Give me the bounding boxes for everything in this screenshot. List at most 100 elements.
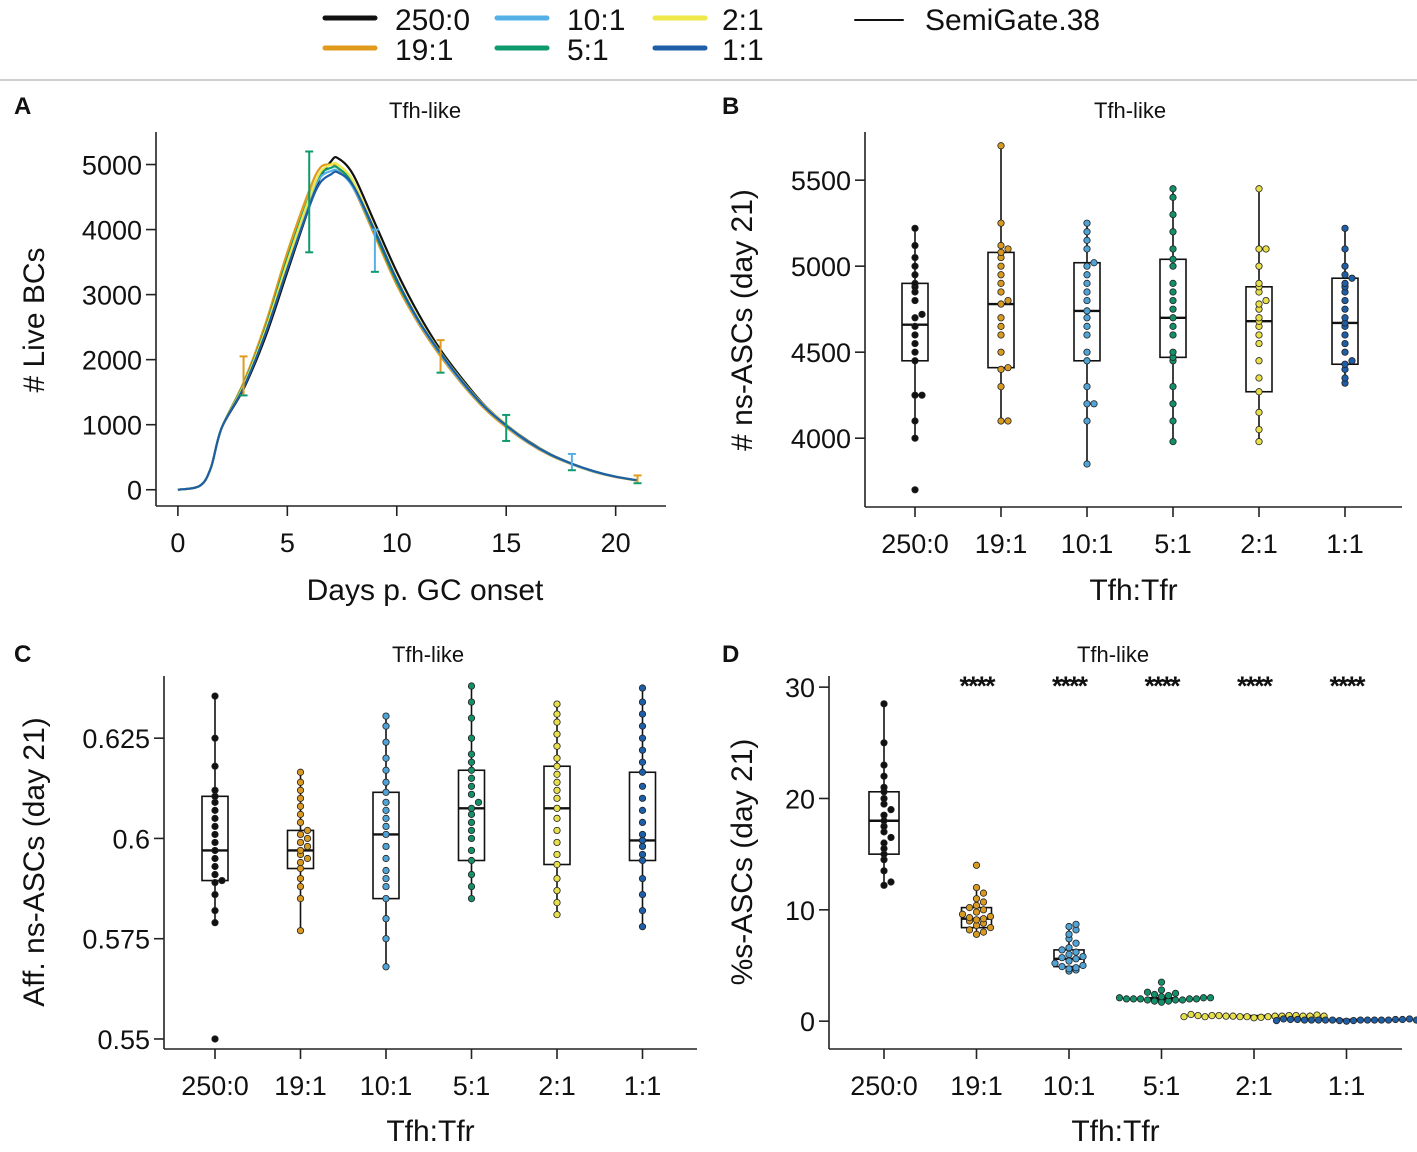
x-tick-label: 19:1: [274, 1071, 327, 1101]
data-point: [1083, 417, 1091, 425]
x-tick-label: 10: [382, 528, 412, 558]
data-point: [553, 754, 561, 762]
y-tick-label: 2000: [82, 346, 142, 376]
data-point: [972, 930, 981, 938]
data-point: [1255, 245, 1263, 253]
panel-label-c: C: [14, 641, 31, 668]
data-point: [1180, 1013, 1188, 1021]
data-point: [1083, 262, 1091, 270]
data-point: [467, 734, 476, 742]
data-point: [997, 365, 1005, 373]
data-point: [1122, 995, 1131, 1003]
data-point: [1169, 314, 1177, 322]
data-point: [1169, 262, 1177, 270]
data-point: [1341, 314, 1349, 322]
data-point: [979, 898, 988, 906]
data-point: [638, 710, 647, 718]
data-point: [1090, 259, 1098, 267]
data-point: [1255, 300, 1263, 308]
data-point: [1208, 1011, 1216, 1020]
data-point: [1083, 279, 1091, 287]
data-point: [880, 783, 888, 791]
data-point: [1192, 995, 1201, 1003]
data-point: [467, 682, 476, 690]
significance-marker: ****: [1329, 671, 1366, 701]
data-point: [211, 734, 219, 742]
y-tick-label: 0: [127, 476, 142, 506]
data-point: [553, 826, 561, 835]
data-point: [1349, 1017, 1358, 1025]
data-point: [997, 382, 1005, 391]
panel-title: Tfh-like: [1094, 98, 1166, 123]
data-point: [1143, 988, 1152, 996]
data-point: [911, 357, 919, 365]
data-point: [296, 927, 305, 935]
data-point: [1255, 185, 1263, 193]
data-point: [638, 830, 647, 839]
y-tick-label: 0.625: [82, 724, 150, 754]
data-point: [467, 804, 476, 812]
data-point: [1341, 271, 1349, 279]
data-point: [1215, 1011, 1223, 1020]
data-point: [1341, 360, 1349, 368]
data-point: [1169, 322, 1177, 330]
y-tick-label: 5500: [791, 166, 851, 196]
data-point: [887, 833, 895, 842]
data-point: [1243, 1013, 1251, 1021]
data-point: [1314, 1016, 1323, 1024]
data-point: [1229, 1012, 1237, 1020]
data-point: [997, 271, 1005, 279]
y-tick-label: 30: [785, 673, 815, 703]
data-point: [1065, 965, 1073, 973]
data-point: [467, 758, 476, 766]
x-tick-label: 1:1: [624, 1071, 662, 1101]
data-point: [1072, 920, 1080, 928]
data-point: [1199, 994, 1208, 1002]
data-point: [382, 814, 390, 822]
data-point: [553, 899, 561, 907]
data-point: [1222, 1012, 1230, 1020]
series-line-250-0: [177, 156, 638, 491]
panel-d-box-chart: Tfh-like Tfh:Tfr %s-ASCs (day 21) 0 10 20 30 25…: [726, 642, 1417, 1148]
data-point: [467, 698, 476, 706]
data-point: [1083, 236, 1091, 244]
data-point: [911, 417, 919, 425]
y-tick-label: 10: [785, 896, 815, 926]
data-point: [638, 842, 647, 851]
data-point: [880, 700, 888, 708]
data-point: [553, 911, 561, 919]
data-point: [382, 874, 390, 883]
data-point: [467, 782, 476, 790]
data-point: [1255, 339, 1263, 348]
x-axis-label: Tfh:Tfr: [1071, 1115, 1159, 1148]
data-point: [1143, 996, 1152, 1004]
panel-a-line-chart: Tfh-like Days p. GC onset # Live BCs 0 1000 2…: [18, 98, 666, 607]
data-point: [638, 856, 647, 865]
data-point: [880, 811, 888, 819]
data-point: [296, 818, 305, 826]
data-point: [1341, 374, 1349, 382]
data-point: [1083, 228, 1091, 236]
data-point: [467, 894, 476, 903]
data-point: [553, 838, 561, 847]
data-point: [1169, 296, 1177, 305]
data-point: [296, 802, 305, 810]
data-point: [1065, 957, 1073, 965]
data-point: [467, 750, 476, 758]
x-tick-label: 10:1: [1061, 529, 1114, 559]
data-point: [553, 804, 561, 812]
data-point: [880, 739, 888, 747]
data-point: [553, 710, 561, 718]
data-point: [1079, 952, 1087, 961]
data-point: [1004, 296, 1012, 305]
data-point: [997, 262, 1005, 270]
x-tick-label: 2:1: [1240, 529, 1278, 559]
data-point: [1083, 460, 1091, 468]
data-point: [1150, 997, 1159, 1005]
data-point: [382, 778, 390, 786]
data-point: [1169, 417, 1177, 425]
data-point: [1058, 963, 1066, 971]
data-point: [918, 391, 926, 399]
x-tick-label: 2:1: [538, 1071, 576, 1101]
data-point: [965, 914, 974, 922]
